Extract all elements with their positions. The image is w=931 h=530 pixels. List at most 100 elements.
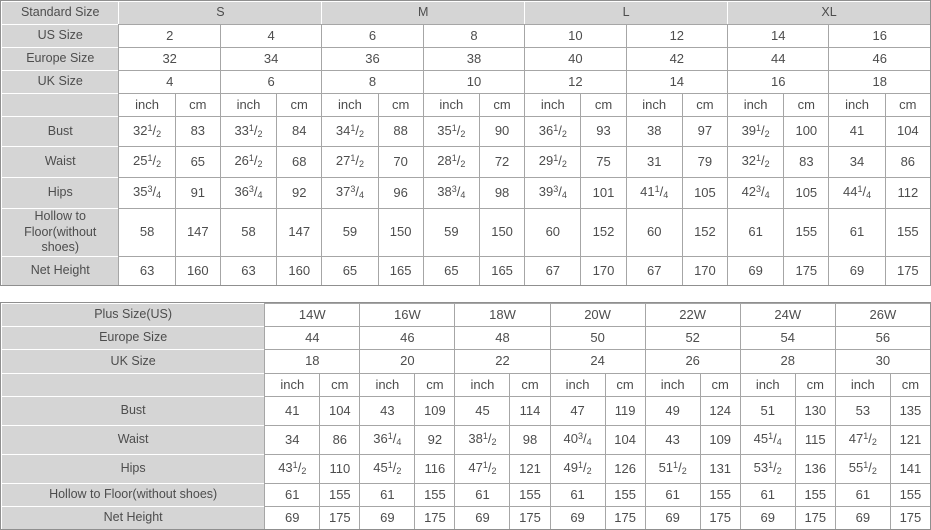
measurement-value-cell: 321/2 <box>118 116 175 146</box>
measurement-value-cell: 96 <box>377 177 423 208</box>
measurement-value-cell: 411/4 <box>625 177 682 208</box>
unit-header-cell: cm <box>794 372 835 396</box>
unit-header-cell: cm <box>699 372 740 396</box>
measurement-value-cell: 43 <box>359 395 415 425</box>
measurement-value-cell: 93 <box>580 116 626 146</box>
row-label-cell: UK Size <box>1 70 119 93</box>
size-value-cell: 18W <box>454 302 550 326</box>
size-value-cell: 54 <box>739 325 835 349</box>
size-value-cell: 10 <box>422 70 525 93</box>
measurement-value-cell: 69 <box>828 255 885 285</box>
measurement-value-cell: 393/4 <box>524 177 581 208</box>
row-label-cell: US Size <box>1 24 119 47</box>
measurement-value-cell: 152 <box>580 208 626 256</box>
size-value-cell: 2 <box>118 24 220 47</box>
measurement-value-cell: 175 <box>884 255 930 285</box>
unit-header-cell: cm <box>478 93 525 116</box>
size-value-cell: 22 <box>454 348 550 373</box>
size-value-cell: 24W <box>739 302 835 326</box>
measurement-value-cell: 361/2 <box>524 116 581 146</box>
size-value-cell: 10 <box>524 24 626 47</box>
measurement-value-cell: 58 <box>219 208 277 256</box>
row-label-cell: Bust <box>1 116 119 146</box>
measurement-value-cell: 61 <box>644 482 700 506</box>
plus-size-chart: Plus Size(US) 14W 16W 18W 20W 22W 24W 26W Europe… <box>1 302 930 529</box>
unit-header-cell: inch <box>219 93 277 116</box>
measurement-value-cell: 41 <box>828 116 885 146</box>
measurement-value-cell: 351/2 <box>422 116 479 146</box>
measurement-value-cell: 59 <box>422 208 479 256</box>
measurement-value-cell: 69 <box>727 255 784 285</box>
unit-header-cell: cm <box>509 372 550 396</box>
measurement-value-cell: 160 <box>276 255 322 285</box>
unit-header-cell: cm <box>580 93 626 116</box>
row-label-cell: Bust <box>1 395 265 425</box>
row-label-cell: Hips <box>1 177 119 208</box>
size-value-cell: 6 <box>219 70 322 93</box>
size-value-cell: 42 <box>625 47 728 70</box>
size-value-cell: 18 <box>828 70 930 93</box>
measurement-value-cell: 423/4 <box>727 177 784 208</box>
unit-header-cell: inch <box>828 93 885 116</box>
measurement-value-cell: 361/4 <box>359 424 415 454</box>
row-label-cell: Hips <box>1 453 265 483</box>
measurement-value-cell: 72 <box>478 146 525 177</box>
size-value-cell: 32 <box>118 47 220 70</box>
measurement-value-cell: 175 <box>889 505 930 529</box>
measurement-value-cell: 170 <box>681 255 728 285</box>
measurement-value-cell: 51 <box>739 395 795 425</box>
measurement-value-cell: 69 <box>739 505 795 529</box>
measurement-value-cell: 116 <box>414 453 455 483</box>
unit-header-cell: cm <box>604 372 645 396</box>
size-value-cell: 46 <box>359 325 455 349</box>
measurement-value-cell: 61 <box>834 482 890 506</box>
measurement-value-cell: 175 <box>794 505 835 529</box>
measurement-value-cell: 101 <box>580 177 626 208</box>
measurement-value-cell: 441/4 <box>828 177 885 208</box>
measurement-value-cell: 109 <box>699 424 740 454</box>
measurement-value-cell: 88 <box>377 116 423 146</box>
unit-header-cell: cm <box>276 93 322 116</box>
row-label-cell: UK Size <box>1 348 265 373</box>
unit-header-cell: cm <box>414 372 455 396</box>
size-value-cell: 6 <box>321 24 423 47</box>
measurement-value-cell: 98 <box>509 424 550 454</box>
measurement-value-cell: 175 <box>414 505 455 529</box>
measurement-value-cell: 63 <box>219 255 277 285</box>
measurement-value-cell: 67 <box>625 255 682 285</box>
measurement-value-cell: 551/2 <box>834 453 890 483</box>
measurement-value-cell: 126 <box>604 453 645 483</box>
size-value-cell: 12 <box>625 24 728 47</box>
row-label-cell: Hollow to Floor(without shoes) <box>1 208 119 256</box>
measurement-value-cell: 141 <box>889 453 930 483</box>
measurement-value-cell: 92 <box>414 424 455 454</box>
row-label-cell <box>1 93 119 116</box>
corner-header-cell: Standard Size <box>1 1 119 24</box>
measurement-value-cell: 69 <box>359 505 415 529</box>
measurement-value-cell: 65 <box>321 255 378 285</box>
row-label-cell: Europe Size <box>1 325 265 349</box>
measurement-value-cell: 165 <box>377 255 423 285</box>
size-value-cell: 14 <box>727 24 829 47</box>
measurement-value-cell: 155 <box>319 482 360 506</box>
unit-header-cell: cm <box>681 93 728 116</box>
measurement-value-cell: 61 <box>359 482 415 506</box>
measurement-value-cell: 31 <box>625 146 682 177</box>
row-label-cell: Hollow to Floor(without shoes) <box>1 482 265 506</box>
size-value-cell: 46 <box>828 47 930 70</box>
row-label-cell <box>1 372 265 396</box>
measurement-value-cell: 91 <box>174 177 220 208</box>
measurement-value-cell: 124 <box>699 395 740 425</box>
measurement-value-cell: 100 <box>783 116 829 146</box>
measurement-value-cell: 121 <box>889 424 930 454</box>
size-value-cell: 36 <box>321 47 423 70</box>
measurement-value-cell: 69 <box>264 505 320 529</box>
measurement-value-cell: 67 <box>524 255 581 285</box>
measurement-value-cell: 155 <box>604 482 645 506</box>
measurement-value-cell: 61 <box>549 482 605 506</box>
unit-header-cell: inch <box>644 372 700 396</box>
size-value-cell: 30 <box>834 348 930 373</box>
standard-size-chart: Standard Size S M L XL US Size 2 4 6 8 10 12 14 16 Eur… <box>1 1 930 285</box>
measurement-value-cell: 150 <box>478 208 525 256</box>
unit-header-cell: cm <box>377 93 423 116</box>
